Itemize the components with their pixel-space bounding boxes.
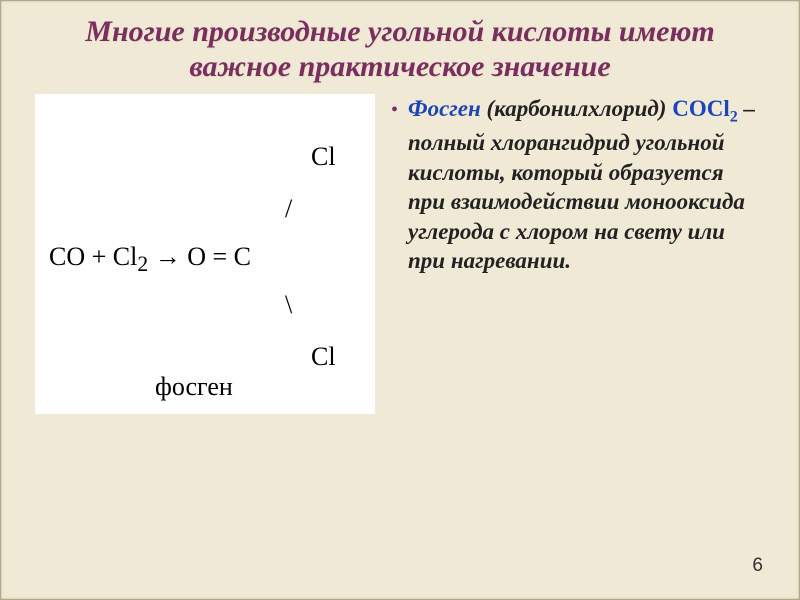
diagram-left-sub: 2 — [137, 252, 148, 276]
diagram-left: CO + Cl — [49, 242, 137, 271]
diagram-middle: O = C — [187, 242, 251, 271]
reaction-diagram: CO + Cl2 → O = C / Cl \ Cl фосген — [35, 94, 375, 414]
diagram-bottom-atom: Cl — [311, 342, 336, 372]
term-phosgene: Фосген — [408, 96, 481, 121]
diagram-arrow: → — [148, 242, 187, 271]
diagram-reactants: CO + Cl2 → O = C — [49, 242, 251, 277]
bullet-icon: • — [391, 96, 398, 124]
text-column: • Фосген (карбонилхлорид) COCl2 – полный… — [391, 94, 765, 275]
body-paragraph: Фосген (карбонилхлорид) COCl2 – полный х… — [408, 94, 765, 275]
formula: COCl2 — [672, 96, 738, 121]
formula-base: COCl — [672, 96, 730, 121]
bullet-item: • Фосген (карбонилхлорид) COCl2 – полный… — [391, 94, 765, 275]
body-paren: (карбонилхлорид) — [481, 96, 672, 121]
page-number: 6 — [752, 555, 763, 577]
slide-background: Многие производные угольной кислоты имею… — [0, 0, 800, 600]
formula-sub: 2 — [730, 109, 738, 126]
diagram-top-atom: Cl — [311, 142, 336, 172]
diagram-label: фосген — [155, 372, 233, 402]
body-rest: – полный хлорангидрид угольной кислоты, … — [408, 96, 755, 273]
content-row: CO + Cl2 → O = C / Cl \ Cl фосген • Фосг… — [35, 94, 765, 414]
slide-title: Многие производные угольной кислоты имею… — [35, 15, 765, 84]
diagram-bottom-bond: \ — [285, 290, 292, 320]
diagram-top-bond: / — [285, 194, 292, 224]
